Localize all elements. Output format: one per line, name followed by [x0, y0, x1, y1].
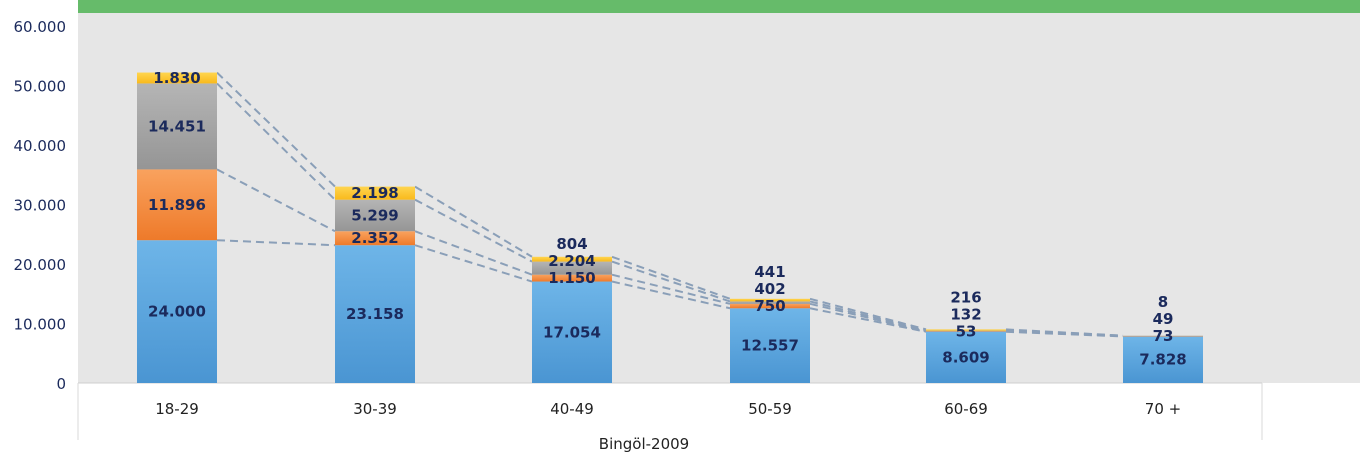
series-connector-line: [809, 297, 927, 331]
series-connector-line: [216, 71, 336, 188]
bar-segment-orange: [335, 231, 415, 246]
value-label: 7.828: [1139, 351, 1186, 369]
value-label: 53: [956, 323, 977, 341]
series-connector-line: [216, 239, 336, 247]
series-connector-line: [809, 300, 927, 332]
top-green-band: [78, 0, 1360, 13]
value-label: 24.000: [148, 303, 206, 321]
value-label: 2.352: [351, 229, 398, 247]
value-label: 23.158: [346, 305, 404, 323]
y-tick-label: 0: [56, 375, 66, 393]
bar-segment-blue: [1123, 336, 1203, 383]
x-tick-label: 50-59: [748, 400, 792, 418]
value-label: 402: [754, 280, 785, 298]
y-tick-label: 10.000: [14, 316, 67, 334]
connector-lines: [216, 71, 1124, 338]
bar-segment-blue: [335, 245, 415, 383]
series-connector-line: [414, 185, 533, 258]
value-label: 750: [754, 297, 785, 315]
value-label: 8.609: [942, 348, 989, 366]
bar-segment-yellow: [137, 72, 217, 84]
x-tick-label: 40-49: [550, 400, 594, 418]
value-label: 132: [950, 306, 981, 324]
bars: [137, 72, 1203, 383]
y-tick-label: 60.000: [14, 18, 67, 36]
series-connector-line: [611, 260, 731, 303]
series-connector-line: [414, 244, 533, 283]
y-axis-ticks: 0 10.000 20.000 30.000 40.000 50.000 60.000: [14, 18, 67, 393]
value-label: 12.557: [741, 337, 799, 355]
bar-segment-gray: [335, 199, 415, 232]
x-tick-label: 70 +: [1145, 400, 1181, 418]
bar-segment-yellow: [730, 298, 810, 302]
bar-segment-blue: [926, 331, 1006, 383]
x-tick-label: 18-29: [155, 400, 199, 418]
bar-segment-yellow: [335, 186, 415, 200]
series-connector-line: [611, 255, 731, 300]
series-connector-line: [414, 230, 533, 276]
series-connector-line: [611, 280, 731, 310]
series-connector-line: [414, 198, 533, 263]
bar-segment-orange: [532, 274, 612, 282]
bar-segment-blue: [137, 240, 217, 383]
value-label: 804: [556, 235, 587, 253]
bar-segment-gray: [730, 301, 810, 304]
value-label: 1.150: [548, 269, 595, 287]
bar-segment-gray: [926, 330, 1006, 332]
x-axis-labels: 18-29 30-39 40-49 50-59 60-69 70 +: [155, 400, 1181, 418]
y-tick-label: 50.000: [14, 78, 67, 96]
bar-segment-blue: [730, 308, 810, 383]
bar-segment-blue: [532, 281, 612, 383]
y-tick-label: 40.000: [14, 137, 67, 155]
value-label: 73: [1153, 327, 1174, 345]
x-tick-label: 60-69: [944, 400, 988, 418]
series-connector-line: [809, 302, 927, 333]
bar-segment-yellow: [532, 256, 612, 262]
bar-segment-yellow: [926, 329, 1006, 331]
bar-segment-gray: [137, 83, 217, 170]
plot-background: [78, 13, 1360, 383]
chart-subtitle: Bingöl-2009: [599, 435, 689, 453]
value-label: 1.830: [153, 69, 200, 87]
series-connector-line: [1005, 328, 1124, 337]
y-tick-label: 30.000: [14, 197, 67, 215]
value-label: 49: [1153, 310, 1174, 328]
value-label: 2.204: [548, 252, 595, 270]
value-label: 2.198: [351, 184, 398, 202]
value-label: 17.054: [543, 323, 601, 341]
y-tick-label: 20.000: [14, 256, 67, 274]
x-tick-label: 30-39: [353, 400, 397, 418]
bar-segment-orange: [730, 303, 810, 309]
value-label: 8: [1158, 293, 1168, 311]
bar-segment-gray: [532, 261, 612, 275]
value-label: 11.896: [148, 196, 206, 214]
series-connector-line: [216, 82, 336, 201]
series-connector-line: [611, 273, 731, 305]
value-label: 441: [754, 263, 785, 281]
series-connector-line: [216, 168, 336, 233]
bar-segment-orange: [137, 169, 217, 241]
value-label: 14.451: [148, 117, 206, 135]
series-connector-line: [809, 307, 927, 333]
value-label: 216: [950, 289, 981, 307]
value-labels: 24.000 11.896 14.451 1.830 23.158 2.352 5.299 2…: [148, 69, 1187, 369]
value-label: 5.299: [351, 206, 398, 224]
